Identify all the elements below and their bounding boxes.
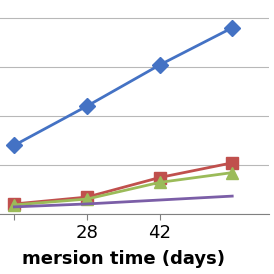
X-axis label: mersion time (days): mersion time (days)	[22, 250, 225, 269]
